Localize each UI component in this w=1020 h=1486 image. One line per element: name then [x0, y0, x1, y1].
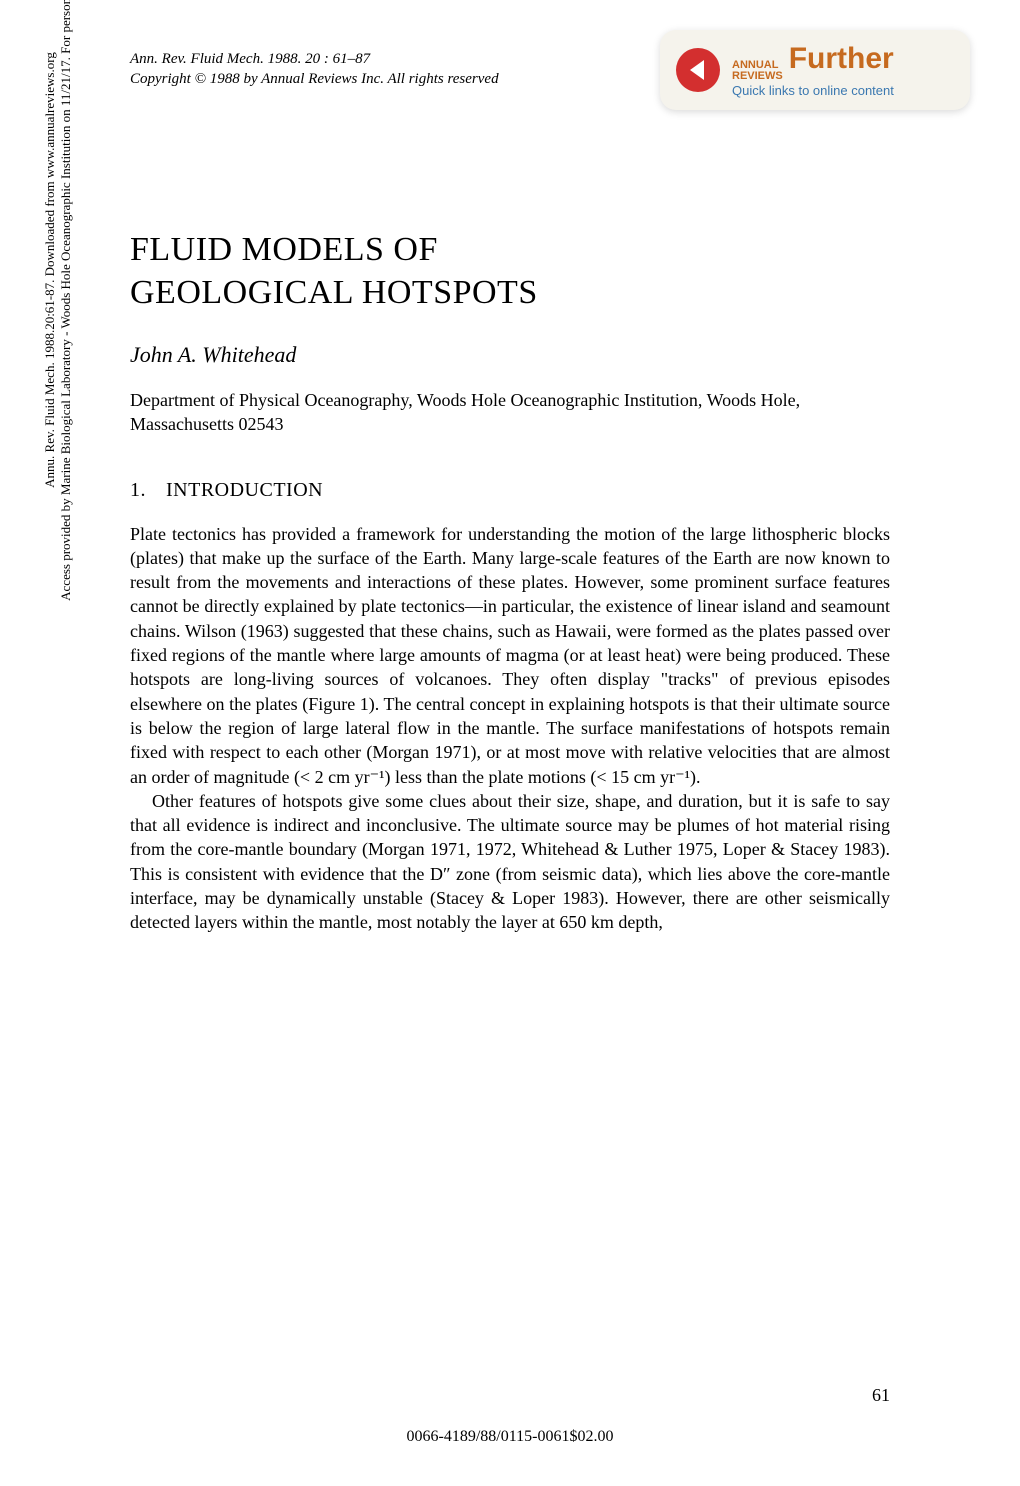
author-affiliation: Department of Physical Oceanography, Woo… [130, 388, 890, 437]
section-title: INTRODUCTION [166, 479, 323, 501]
paragraph-1: Plate tectonics has provided a framework… [130, 522, 890, 789]
footer-doi-code: 0066-4189/88/0115-0061$02.00 [0, 1428, 1020, 1446]
title-line2: GEOLOGICAL HOTSPOTS [130, 274, 538, 311]
page-content: Ann. Rev. Fluid Mech. 1988. 20 : 61–87 C… [0, 0, 1020, 985]
section-heading: 1. INTRODUCTION [130, 479, 890, 502]
author-name: John A. Whitehead [130, 342, 890, 368]
section-number: 1. [130, 479, 146, 501]
title-line1: FLUID MODELS OF [130, 231, 438, 268]
page-number: 61 [872, 1385, 890, 1406]
copyright-line: Copyright © 1988 by Annual Reviews Inc. … [130, 70, 890, 90]
article-title: FLUID MODELS OF GEOLOGICAL HOTSPOTS [130, 229, 890, 314]
citation-line: Ann. Rev. Fluid Mech. 1988. 20 : 61–87 [130, 50, 890, 70]
paragraph-2: Other features of hotspots give some clu… [130, 789, 890, 935]
